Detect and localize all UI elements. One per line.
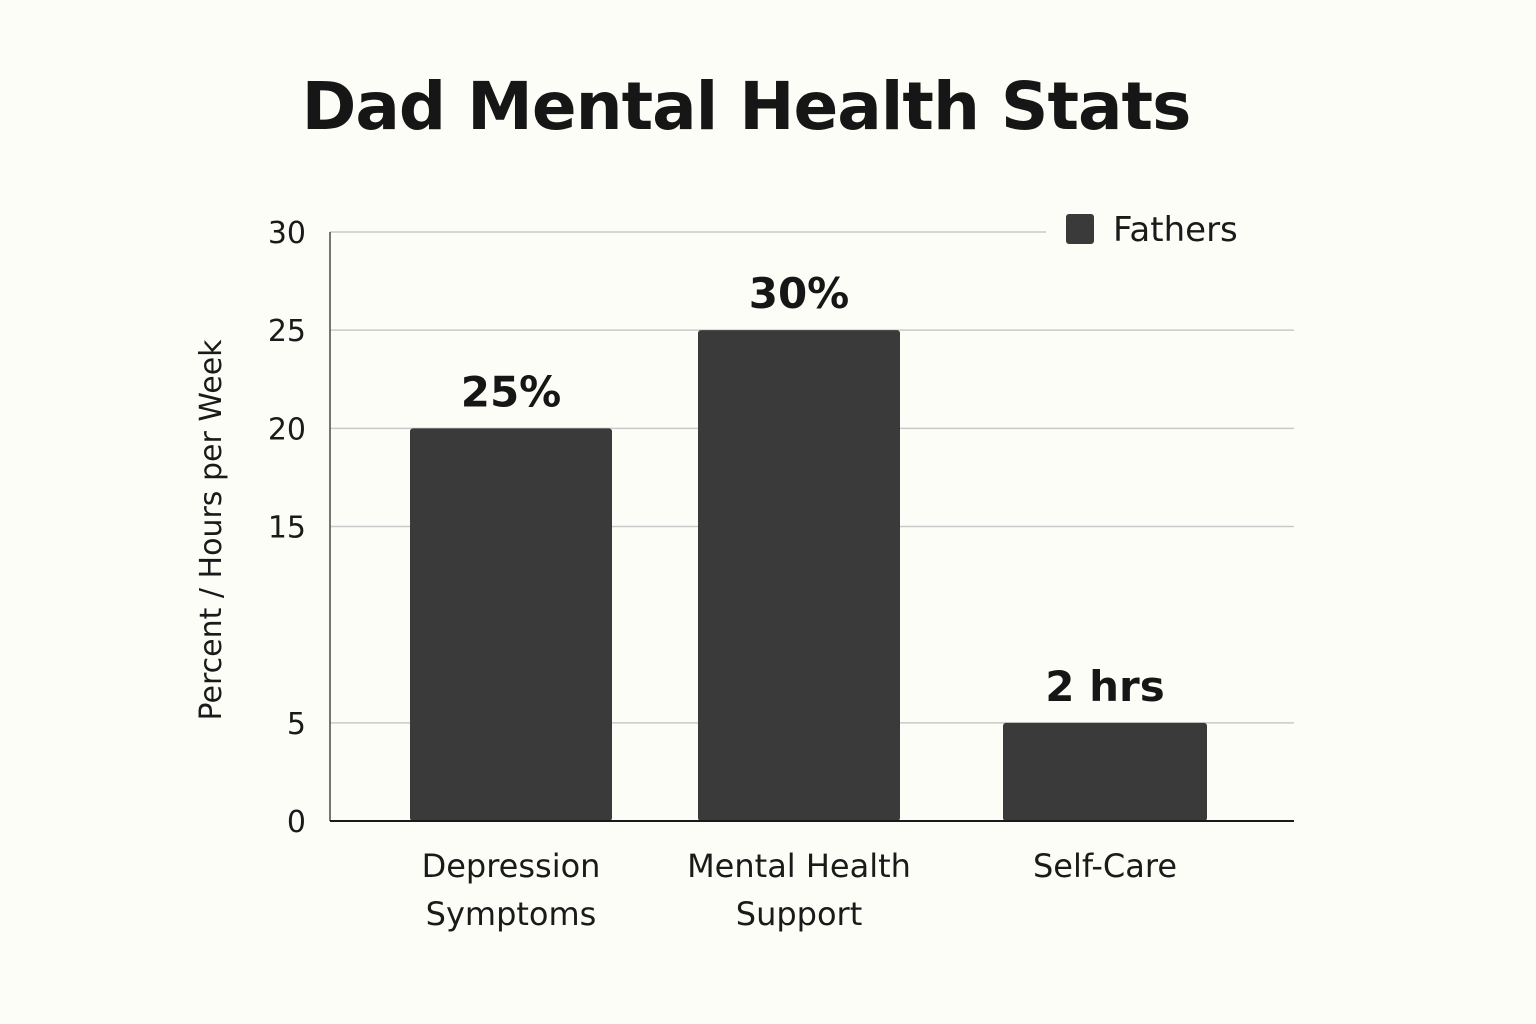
bar bbox=[410, 428, 612, 821]
y-tick-label: 5 bbox=[287, 707, 306, 742]
x-category-label: Mental Health bbox=[687, 847, 911, 885]
bar-data-label: 30% bbox=[749, 269, 850, 318]
chart-title: Dad Mental Health Stats bbox=[301, 68, 1192, 145]
x-category-label: Symptoms bbox=[426, 895, 597, 933]
y-tick-label: 25 bbox=[268, 314, 306, 349]
x-category-label: Depression bbox=[422, 847, 601, 885]
bar-data-label: 2 hrs bbox=[1045, 662, 1164, 711]
x-category-label: Support bbox=[736, 895, 863, 933]
bar-data-label: 25% bbox=[461, 367, 562, 416]
x-category-label: Self-Care bbox=[1033, 847, 1177, 885]
bar bbox=[1003, 722, 1207, 821]
bar bbox=[698, 330, 900, 821]
legend: Fathers bbox=[1066, 210, 1238, 250]
y-tick-label: 20 bbox=[268, 412, 306, 447]
y-tick-label: 15 bbox=[268, 511, 306, 546]
axes bbox=[329, 232, 1294, 822]
y-tick-label: 0 bbox=[287, 805, 306, 840]
legend-label: Fathers bbox=[1113, 210, 1238, 250]
bars bbox=[410, 330, 1207, 821]
data-labels: 25% 30% 2 hrs bbox=[461, 269, 1165, 711]
y-tick-label: 30 bbox=[268, 216, 306, 251]
y-axis-title: Percent / Hours per Week bbox=[194, 339, 229, 721]
y-axis-ticks: 0 5 15 20 25 30 bbox=[268, 216, 306, 840]
x-axis-categories: Depression Symptoms Mental Health Support Se… bbox=[422, 847, 1177, 933]
legend-swatch-icon bbox=[1066, 214, 1094, 244]
